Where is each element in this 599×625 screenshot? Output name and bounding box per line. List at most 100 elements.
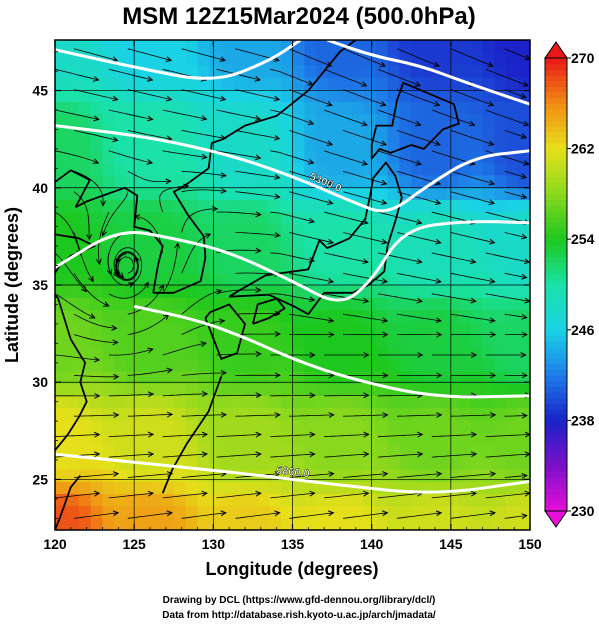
field-cell <box>78 456 92 470</box>
field-cell <box>399 125 412 139</box>
colorbar-tick-label: 262 <box>571 141 595 157</box>
field-cell <box>340 162 353 176</box>
field-cell <box>126 138 139 151</box>
field-cell <box>138 334 151 347</box>
field-cell <box>150 211 163 225</box>
field-cell <box>435 358 448 372</box>
field-cell <box>470 297 484 311</box>
field-cell <box>150 150 163 164</box>
field-cell <box>482 505 496 519</box>
field-cell <box>233 346 246 360</box>
colorbar-segment <box>545 137 567 144</box>
field-cell <box>185 187 199 200</box>
field-cell <box>138 395 151 409</box>
y-axis-label: Latitude (degrees) <box>2 207 22 363</box>
field-cell <box>482 432 496 445</box>
field-cell <box>55 481 68 494</box>
coastline <box>55 233 96 451</box>
field-cell <box>304 444 317 458</box>
field-cell <box>221 505 234 519</box>
field-cell <box>387 138 401 151</box>
field-cell <box>494 358 507 372</box>
field-cell <box>150 505 163 519</box>
field-cell <box>446 383 460 396</box>
field-cell <box>209 52 222 66</box>
field-cell <box>102 138 116 151</box>
field-cell <box>304 517 317 530</box>
field-cell <box>411 419 424 433</box>
field-cell <box>138 236 151 249</box>
field-cell <box>197 309 211 323</box>
streamline <box>216 434 261 436</box>
field-cell <box>340 358 353 372</box>
colorbar-segment <box>545 256 567 263</box>
field-cell <box>411 162 424 176</box>
field-cell <box>340 272 353 286</box>
field-cell <box>245 223 258 237</box>
field-cell <box>518 101 530 115</box>
field-cell <box>363 223 377 237</box>
field-cell <box>518 395 530 409</box>
field-cell <box>185 101 199 115</box>
field-cell <box>114 297 127 311</box>
field-cell <box>256 481 270 494</box>
field-cell <box>256 150 270 164</box>
field-cell <box>245 89 258 102</box>
coastline <box>55 475 81 530</box>
field-cell <box>90 223 104 237</box>
field-cell <box>221 76 234 90</box>
streamline <box>485 252 530 262</box>
field-cell <box>518 199 530 213</box>
field-cell <box>292 52 306 66</box>
field-cell <box>114 101 127 115</box>
field-cell <box>197 297 211 311</box>
field-cell <box>90 395 104 409</box>
field-cell <box>506 309 519 323</box>
colorbar-segment <box>545 278 567 286</box>
field-cell <box>494 101 507 115</box>
field-cell <box>161 40 175 53</box>
field-cell <box>340 260 353 274</box>
field-cell <box>458 456 472 470</box>
field-cell <box>506 334 519 347</box>
field-cell <box>268 89 282 102</box>
field-cell <box>55 248 68 262</box>
field-cell <box>268 432 282 445</box>
colorbar-tick-label: 270 <box>571 50 595 66</box>
colorbar-segment <box>545 148 567 155</box>
colorbar-segment <box>545 488 567 495</box>
streamline <box>162 343 206 356</box>
field-cell <box>90 370 104 384</box>
field-cell <box>233 52 246 66</box>
field-cell <box>316 162 329 176</box>
field-cell <box>102 395 116 409</box>
field-cell <box>221 162 234 176</box>
field-cell <box>411 493 424 507</box>
streamline <box>108 150 152 163</box>
field-cell <box>446 419 460 433</box>
field-cell <box>138 481 151 494</box>
colorbar-segment <box>545 363 567 371</box>
field-cell <box>494 419 507 433</box>
field-cell <box>185 444 199 458</box>
field-cell <box>221 89 234 102</box>
field-cell <box>351 101 365 115</box>
field-cell <box>494 517 507 530</box>
field-cell <box>363 395 377 409</box>
field-cell <box>245 125 258 139</box>
streamline <box>343 272 387 282</box>
field-cell <box>458 468 472 482</box>
field-cell <box>387 187 401 200</box>
field-cell <box>316 444 329 458</box>
streamline <box>450 130 494 144</box>
streamline <box>504 416 527 417</box>
field-cell <box>280 64 294 78</box>
field-cell <box>245 40 258 53</box>
field-cell <box>209 493 222 507</box>
field-cell <box>351 517 365 530</box>
field-cell <box>126 40 139 53</box>
field-cell <box>245 517 258 530</box>
field-cell <box>304 272 317 286</box>
